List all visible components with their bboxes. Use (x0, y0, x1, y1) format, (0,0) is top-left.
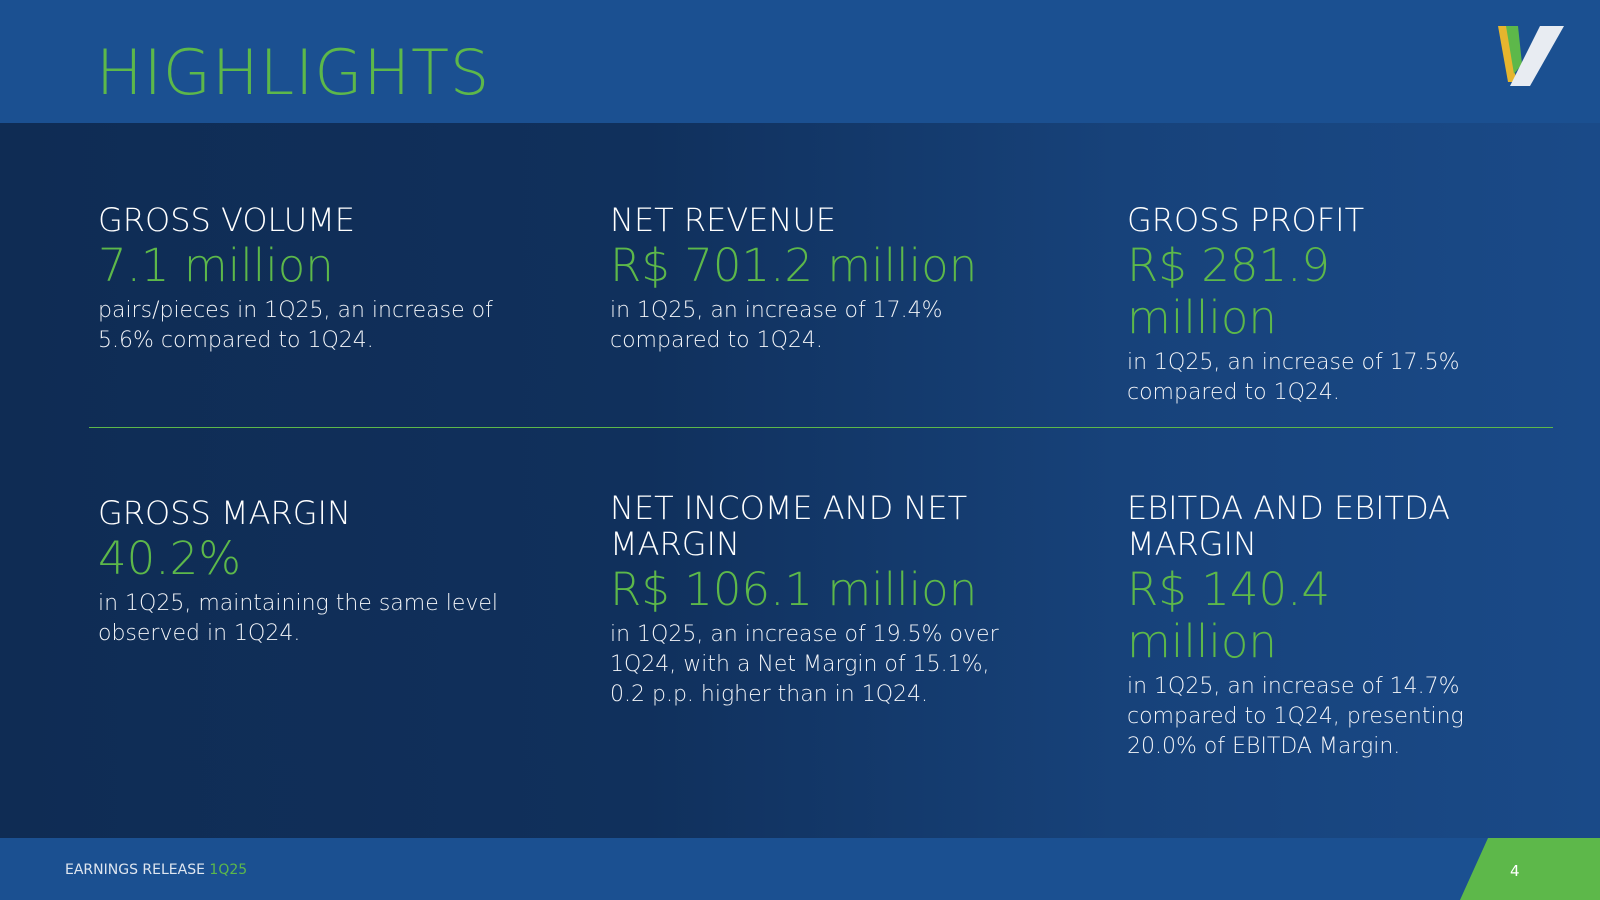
card-value: R$ 701.2 million (610, 239, 978, 292)
card-value: 7.1 million (98, 239, 334, 292)
card-value: 40.2% (98, 532, 241, 585)
card-description: in 1Q25, maintaining the same level obse… (98, 591, 499, 646)
highlight-card: EBITDA AND EBITDA MARGIN R$ 140.4 million… (1127, 490, 1477, 762)
card-description: pairs/pieces in 1Q25, an increase of 5.6… (98, 298, 493, 353)
card-value: R$ 281.9 million (1127, 239, 1331, 344)
footer-tab (1460, 838, 1600, 900)
card-description: in 1Q25, an increase of 19.5% over 1Q24,… (610, 622, 999, 707)
divider (89, 427, 1553, 428)
footer-period: 1Q25 (209, 862, 248, 878)
card-heading: GROSS PROFIT (1127, 201, 1365, 239)
logo (1498, 26, 1564, 86)
highlight-card: NET REVENUE R$ 701.2 million in 1Q25, an i… (610, 202, 1000, 356)
footer: EARNINGS RELEASE 1Q25 4 (0, 838, 1600, 900)
card-heading: NET REVENUE (610, 201, 837, 239)
highlight-card: GROSS VOLUME 7.1 million pairs/pieces in 1… (98, 202, 518, 356)
highlight-card: NET INCOME AND NET MARGIN R$ 106.1 millio… (610, 490, 1000, 710)
card-description: in 1Q25, an increase of 17.5% compared t… (1127, 350, 1460, 405)
highlight-card: GROSS PROFIT R$ 281.9 million in 1Q25, an … (1127, 202, 1477, 408)
footer-text: EARNINGS RELEASE (65, 862, 205, 878)
card-heading: NET INCOME AND NET MARGIN (610, 489, 968, 563)
highlight-card: GROSS MARGIN 40.2% in 1Q25, maintaining th… (98, 495, 518, 649)
card-value: R$ 140.4 million (1127, 563, 1331, 668)
card-heading: EBITDA AND EBITDA MARGIN (1127, 489, 1451, 563)
title: HIGHLIGHTS (96, 36, 491, 109)
card-description: in 1Q25, an increase of 17.4% compared t… (610, 298, 943, 353)
card-description: in 1Q25, an increase of 14.7% compared t… (1127, 674, 1464, 759)
card-heading: GROSS MARGIN (98, 494, 351, 532)
card-heading: GROSS VOLUME (98, 201, 356, 239)
header: HIGHLIGHTS (0, 0, 1600, 123)
footer-label: EARNINGS RELEASE 1Q25 (65, 862, 247, 878)
page-number: 4 (1510, 862, 1520, 880)
card-value: R$ 106.1 million (610, 563, 978, 616)
